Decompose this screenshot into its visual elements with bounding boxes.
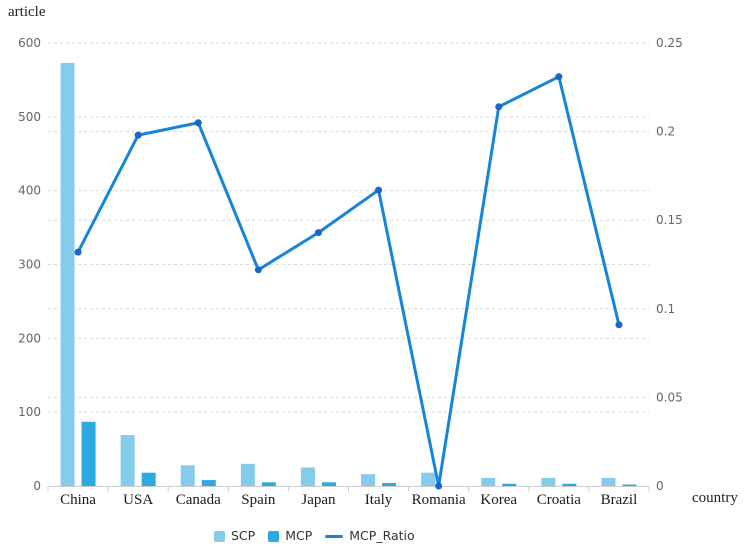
y-tick-label-right-0: 0 bbox=[656, 479, 664, 493]
y-tick-label-right-0.05: 0.05 bbox=[656, 390, 683, 404]
y-tick-label-left-500: 500 bbox=[18, 110, 41, 124]
legend-swatch-icon-scp bbox=[214, 530, 225, 542]
y-tick-label-left-100: 100 bbox=[18, 405, 41, 419]
bar-mcp-korea bbox=[502, 483, 517, 486]
ratio-marker-japan bbox=[314, 229, 322, 237]
x-tick-label-korea: Korea bbox=[480, 492, 517, 508]
bar-mcp-china bbox=[81, 421, 96, 486]
bar-mcp-usa bbox=[141, 472, 156, 486]
legend: SCP MCP MCP_Ratio bbox=[214, 528, 415, 544]
x-tick-label-brazil: Brazil bbox=[601, 492, 638, 508]
x-axis-title: country bbox=[692, 490, 738, 506]
bar-mcp-brazil bbox=[622, 484, 637, 486]
y-tick-label-left-300: 300 bbox=[18, 258, 41, 272]
bar-mcp-spain bbox=[261, 482, 276, 486]
bar-scp-japan bbox=[300, 467, 315, 486]
ratio-marker-canada bbox=[194, 119, 202, 127]
bar-scp-korea bbox=[481, 477, 496, 486]
bar-scp-china bbox=[60, 62, 75, 487]
y-tick-label-right-0.1: 0.1 bbox=[656, 302, 675, 316]
y-tick-label-right-0.15: 0.15 bbox=[656, 213, 683, 227]
bar-scp-canada bbox=[180, 465, 195, 486]
x-tick-label-japan: Japan bbox=[301, 492, 336, 508]
x-tick-label-china: China bbox=[60, 492, 96, 508]
x-tick-label-italy: Italy bbox=[365, 492, 393, 508]
legend-item-scp[interactable]: SCP bbox=[214, 528, 255, 544]
bar-mcp-italy bbox=[382, 483, 397, 486]
y-tick-label-right-0.25: 0.25 bbox=[656, 36, 683, 50]
bar-mcp-croatia bbox=[562, 483, 577, 486]
bar-mcp-japan bbox=[321, 482, 336, 486]
y-tick-label-right-0.2: 0.2 bbox=[656, 125, 675, 139]
legend-item-mcp[interactable]: MCP bbox=[268, 528, 312, 544]
legend-label-mcp_ratio: MCP_Ratio bbox=[349, 528, 415, 543]
bar-scp-italy bbox=[361, 474, 376, 486]
bar-mcp-canada bbox=[201, 480, 216, 486]
bar-scp-usa bbox=[120, 435, 135, 486]
bar-scp-spain bbox=[240, 463, 255, 486]
ratio-marker-italy bbox=[375, 186, 383, 194]
bar-scp-romania bbox=[421, 472, 436, 486]
legend-item-mcp_ratio[interactable]: MCP_Ratio bbox=[325, 528, 415, 544]
x-tick-label-croatia: Croatia bbox=[537, 492, 581, 508]
y-tick-label-left-200: 200 bbox=[18, 331, 41, 345]
x-tick-label-canada: Canada bbox=[176, 492, 221, 508]
x-tick-label-romania: Romania bbox=[412, 492, 466, 508]
ratio-line bbox=[76, 75, 621, 488]
legend-swatch-icon-mcp bbox=[268, 530, 280, 542]
y-tick-label-left-0: 0 bbox=[33, 479, 41, 493]
legend-line-icon-mcp_ratio bbox=[325, 534, 344, 538]
ratio-marker-croatia bbox=[555, 73, 563, 81]
x-tick-label-usa: USA bbox=[123, 492, 153, 508]
ratio-marker-brazil bbox=[615, 321, 623, 329]
left-axis-title: article bbox=[8, 4, 46, 20]
y-tick-label-left-400: 400 bbox=[18, 184, 41, 198]
ratio-marker-spain bbox=[254, 266, 262, 274]
bar-scp-brazil bbox=[601, 477, 616, 486]
legend-label-mcp: MCP bbox=[285, 528, 313, 543]
x-tick-label-spain: Spain bbox=[241, 492, 276, 508]
y-tick-label-left-600: 600 bbox=[18, 36, 41, 50]
ratio-marker-usa bbox=[134, 131, 142, 139]
legend-label-scp: SCP bbox=[231, 528, 256, 543]
bar-scp-croatia bbox=[541, 477, 556, 486]
ratio-marker-china bbox=[74, 248, 82, 256]
ratio-marker-korea bbox=[495, 103, 503, 111]
ratio-marker-romania bbox=[435, 482, 443, 490]
